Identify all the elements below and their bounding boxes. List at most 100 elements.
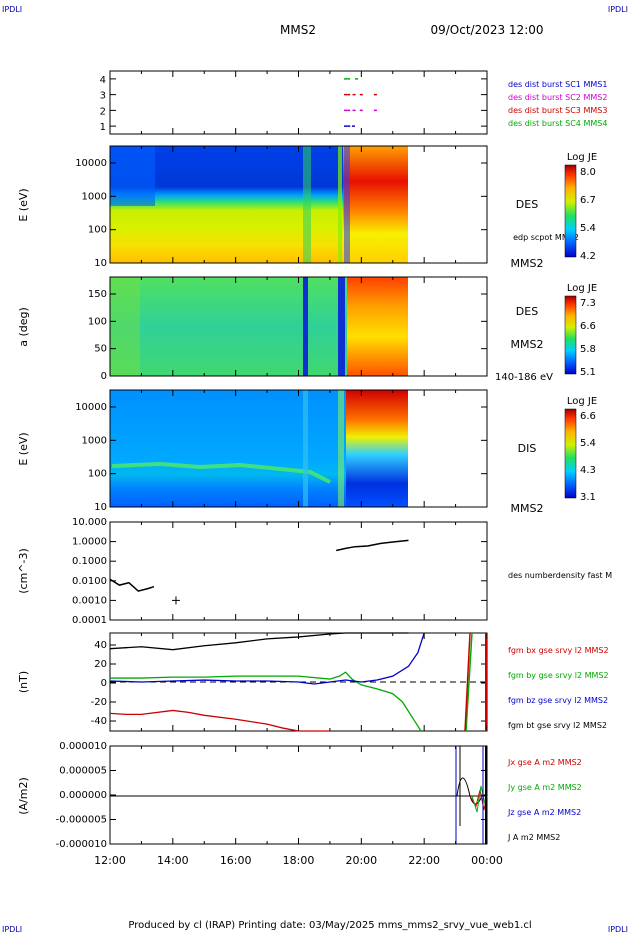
bfield-legend-entry: fgm bt gse srvy l2 MMS2 <box>508 721 607 730</box>
des-energy-colorbar-tick: 4.2 <box>580 251 596 262</box>
current-spikes <box>455 746 488 844</box>
current-tick-label: 0.000010 <box>59 741 107 752</box>
burst-ytick-label: 3 <box>100 91 106 102</box>
des-pitch-colorbar-tick: 7.3 <box>580 298 596 309</box>
plot-title: MMS2 <box>280 23 316 37</box>
burst-panel: 1 2 3 4 des dist burst SC1 MMS1 des dist bur… <box>100 70 607 135</box>
bfield-tick-label: 20 <box>94 659 107 670</box>
time-axis-label: 16:00 <box>220 854 252 867</box>
time-axis-label: 18:00 <box>283 854 315 867</box>
des-energy-colorbar <box>564 164 577 258</box>
des-energy-tick-label: 10000 <box>75 158 107 169</box>
density-panel: 10.000 1.0000 0.1000 0.0100 0.0010 0.0001 (cm… <box>17 517 612 626</box>
dis-energy-instrument: DIS <box>518 442 537 455</box>
density-tick-label: 0.0010 <box>72 595 107 606</box>
bfield-bx-spike <box>464 632 471 732</box>
density-tick-label: 0.0100 <box>72 576 107 587</box>
current-panel: 0.000010 0.000005 0.000000 -0.000005 -0.0000… <box>17 741 582 867</box>
dis-energy-colorbar-title: Log JE <box>567 396 597 407</box>
des-energy-probe: MMS2 <box>511 257 544 270</box>
footer-credit: Produced by cl (IRAP) Printing date: 03/… <box>128 920 531 931</box>
des-energy-tick-label: 100 <box>88 225 107 236</box>
bfield-tick-label: 40 <box>94 640 107 651</box>
des-pitch-colorbar <box>564 295 577 375</box>
burst-legend-entry: des dist burst SC4 MMS4 <box>508 119 607 128</box>
des-pitch-tick-label: 50 <box>94 344 107 355</box>
time-axis-label: 14:00 <box>157 854 189 867</box>
bfield-legend-entry: fgm bx gse srvy l2 MMS2 <box>508 646 609 655</box>
time-axis-label: 00:00 <box>471 854 503 867</box>
current-legend-entry: J A m2 MMS2 <box>507 833 560 842</box>
density-tick-label: 0.1000 <box>72 556 107 567</box>
plot-datetime: 09/Oct/2023 12:00 <box>430 23 543 37</box>
dis-energy-colorbar-tick: 4.3 <box>580 465 596 476</box>
density-line <box>109 578 155 592</box>
dis-energy-tick-label: 100 <box>88 469 107 480</box>
bfield-panel: 40 20 0 -20 -40 fgm bx gse srvy l2 MMS2 fgm b… <box>17 632 609 732</box>
burst-legend-entry: des dist burst SC1 MMS1 <box>508 80 607 89</box>
des-pitch-colorbar-tick: 6.6 <box>580 321 596 332</box>
des-energy-instrument: DES <box>516 198 538 211</box>
des-pitch-instrument: DES <box>516 305 538 318</box>
time-axis-label: 12:00 <box>94 854 126 867</box>
dis-energy-spike <box>303 390 308 507</box>
dis-energy-colorbar-tick: 6.6 <box>580 411 596 422</box>
des-energy-colorbar-title: Log JE <box>567 152 597 163</box>
des-pitch-colorbar-title: Log JE <box>567 283 597 294</box>
bfield-line <box>110 671 422 732</box>
current-tick-label: 0.000005 <box>59 766 107 777</box>
dis-energy-ylabel: E (eV) <box>17 432 30 465</box>
bfield-tick-label: -20 <box>91 697 107 708</box>
dis-energy-tick-label: 10 <box>94 502 107 513</box>
des-pitch-probe: MMS2 <box>511 338 544 351</box>
dis-energy-colorbar-tick: 3.1 <box>580 492 596 503</box>
bfield-tick-label: -40 <box>91 716 107 727</box>
corner-label-tl: IPDLI <box>2 5 22 14</box>
des-energy-early-band <box>110 146 155 206</box>
dis-energy-probe: MMS2 <box>511 502 544 515</box>
des-pitch-tick-label: 100 <box>88 316 107 327</box>
des-energy-tick-label: 1000 <box>82 191 107 202</box>
density-legend: des numberdensity fast M <box>508 571 612 580</box>
des-pitch-dropout-2 <box>338 277 345 376</box>
current-legend-entry: Jx gse A m2 MMS2 <box>507 758 582 767</box>
corner-label-bl: IPDLI <box>2 925 22 934</box>
time-axis-label: 20:00 <box>345 854 377 867</box>
current-frame <box>109 745 488 845</box>
des-energy-gap <box>344 146 350 263</box>
burst-legend-entry: des dist burst SC2 MMS2 <box>508 93 607 102</box>
time-axis-label: 22:00 <box>408 854 440 867</box>
bfield-line <box>109 709 330 732</box>
des-pitch-hot-region <box>347 277 408 376</box>
bfield-tick-label: 0 <box>101 678 107 689</box>
des-energy-colorbar-tick: 8.0 <box>580 167 596 178</box>
dis-energy-tick-label: 1000 <box>82 435 107 446</box>
burst-legend-entry: des dist burst SC3 MMS3 <box>508 106 607 115</box>
density-frame <box>109 521 488 621</box>
des-pitch-tick-label: 150 <box>88 289 107 300</box>
density-tick-label: 10.000 <box>72 517 107 528</box>
des-pitch-dropout-1 <box>303 277 308 376</box>
des-pitch-tick-label: 0 <box>101 371 107 382</box>
des-pitch-colorbar-tick: 5.8 <box>580 344 596 355</box>
bfield-legend-entry: fgm by gse srvy l2 MMS2 <box>508 671 609 680</box>
des-pitch-energy-range: 140-186 eV <box>495 372 553 383</box>
dis-energy-tick-label: 10000 <box>75 402 107 413</box>
bfield-legend-entry: fgm bz gse srvy l2 MMS2 <box>508 696 608 705</box>
burst-ytick-label: 2 <box>100 106 106 117</box>
dis-energy-ion-band <box>111 461 331 484</box>
burst-ytick-label: 4 <box>100 75 106 86</box>
density-tick-label: 1.0000 <box>72 537 107 548</box>
des-energy-sublabel: edp scpot MMS2 <box>513 233 579 242</box>
density-tick-label: 0.0001 <box>72 615 107 626</box>
density-line <box>336 539 409 552</box>
dis-energy-panel: 10000 1000 100 10 DIS MMS2 E (eV) Log JE 6.… <box>17 389 597 515</box>
corner-label-br: IPDLI <box>608 925 628 934</box>
bfield-ylabel: (nT) <box>17 671 30 693</box>
dis-energy-colorbar <box>564 408 577 499</box>
density-ylabel: (cm^-3) <box>17 548 30 594</box>
current-legend-entry: Jz gse A m2 MMS2 <box>507 808 581 817</box>
des-pitch-colorbar-tick: 5.1 <box>580 367 596 378</box>
des-pitch-ylabel: a (deg) <box>17 307 30 347</box>
